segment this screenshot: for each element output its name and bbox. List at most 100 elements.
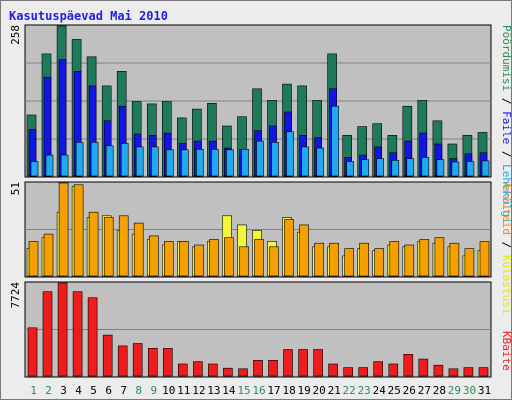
bar-lehekülgi-day-2	[45, 154, 54, 177]
bar-kbaite-day-8	[132, 343, 143, 377]
bar-arvuteid-day-1	[28, 241, 39, 277]
bar-arvuteid-day-7	[118, 215, 129, 277]
x-tick-label: 25	[388, 384, 401, 397]
bar-lehekülgi-day-19	[301, 146, 309, 177]
bar-lehekülgi-day-6	[105, 145, 114, 177]
bar-kbaite-day-4	[72, 291, 83, 377]
panel-middle-ymax-label: 51	[9, 182, 22, 195]
bar-kbaite-day-31	[478, 367, 489, 377]
x-tick-label: 6	[105, 384, 112, 397]
bar-lehekülgi-day-30	[466, 161, 475, 177]
x-tick-label: 30	[463, 384, 476, 397]
bar-lehekülgi-day-31	[481, 160, 490, 177]
bar-arvuteid-day-6	[103, 217, 114, 277]
bar-arvuteid-day-8	[133, 222, 144, 277]
bar-kbaite-day-5	[87, 297, 98, 377]
bar-kbaite-day-10	[163, 347, 173, 377]
bar-arvuteid-day-26	[404, 244, 415, 277]
bar-kbaite-day-11	[178, 363, 188, 377]
bar-arvuteid-day-20	[314, 242, 324, 277]
panel-bottom-ymax-label: 7724	[9, 282, 22, 309]
bar-kbaite-day-14	[223, 367, 233, 377]
bar-arvuteid-day-19	[299, 224, 309, 277]
chart-title: Kasutuspäevad Mai 2010	[9, 9, 168, 23]
panel-bottom: 7724	[9, 281, 492, 378]
bar-lehekülgi-day-27	[421, 157, 430, 177]
x-tick-label: 12	[192, 384, 205, 397]
bar-lehekülgi-day-7	[120, 143, 129, 177]
bar-arvuteid-day-12	[194, 244, 204, 277]
panel-top-ymax-label: 258	[9, 25, 22, 45]
bar-lehekülgi-day-8	[135, 146, 144, 177]
bar-kbaite-day-30	[463, 367, 474, 377]
bar-arvuteid-day-14	[224, 237, 234, 277]
legend-sites: Külastusi	[500, 255, 511, 315]
bar-lehekülgi-day-16	[256, 140, 264, 177]
bar-kbaite-day-20	[313, 349, 323, 377]
panel-top: 258	[9, 24, 492, 178]
bar-kbaite-day-1	[27, 327, 38, 377]
bar-kbaite-day-15	[238, 368, 248, 377]
bar-lehekülgi-day-1	[30, 161, 39, 177]
x-tick-label: 23	[358, 384, 371, 397]
bar-kbaite-day-27	[418, 358, 429, 377]
bar-kbaite-day-3	[57, 282, 68, 377]
legend-files: Faile	[500, 111, 511, 144]
x-tick-label: 4	[75, 384, 82, 397]
panel-middle: 51	[9, 181, 492, 278]
x-tick-label: 31	[478, 384, 491, 397]
x-tick-label: 10	[162, 384, 175, 397]
bar-kbaite-day-21	[328, 363, 338, 377]
bar-arvuteid-day-9	[149, 235, 159, 277]
bar-kbaite-day-2	[42, 291, 53, 377]
bar-arvuteid-day-15	[239, 246, 249, 277]
bar-arvuteid-day-24	[374, 248, 385, 277]
bar-kbaite-day-23	[358, 367, 369, 377]
bar-kbaite-day-12	[193, 361, 203, 377]
x-tick-label: 2	[45, 384, 52, 397]
bar-lehekülgi-day-17	[271, 142, 279, 177]
x-tick-label: 1	[30, 384, 37, 397]
x-tick-label: 19	[297, 384, 310, 397]
bar-lehekülgi-day-3	[60, 154, 69, 177]
panel-top-bars	[26, 25, 490, 177]
bar-kbaite-day-24	[373, 361, 384, 377]
bar-lehekülgi-day-28	[436, 159, 445, 177]
bar-lehekülgi-day-23	[361, 159, 370, 177]
bar-lehekülgi-day-20	[316, 147, 324, 177]
bar-kbaite-day-16	[253, 359, 263, 377]
x-tick-label: 15	[237, 384, 250, 397]
bar-arvuteid-day-5	[88, 211, 99, 277]
bar-arvuteid-day-27	[419, 239, 430, 277]
bar-arvuteid-day-22	[344, 248, 355, 277]
bar-kbaite-day-18	[283, 349, 293, 377]
bar-arvuteid-day-31	[479, 241, 490, 277]
legend-separator: /	[500, 235, 511, 255]
legend-top: Pöördumisi / Faile / Lehekülgi	[500, 25, 511, 224]
x-tick-label: 22	[343, 384, 356, 397]
x-tick-label: 7	[120, 384, 127, 397]
legend-visits: Arvuteid	[500, 182, 511, 235]
bar-arvuteid-day-28	[434, 237, 445, 277]
bar-lehekülgi-day-12	[196, 149, 204, 177]
bar-arvuteid-day-13	[209, 239, 219, 277]
bar-lehekülgi-day-14	[226, 149, 234, 177]
panel-bottom-bars	[27, 282, 489, 377]
bar-lehekülgi-day-29	[451, 161, 460, 177]
legend-middle: Arvuteid / Külastusi	[500, 182, 511, 314]
bar-kbaite-day-22	[343, 367, 354, 377]
x-tick-label: 9	[150, 384, 157, 397]
legend-hits: Lehekülgi	[500, 164, 511, 224]
x-tick-label: 11	[177, 384, 190, 397]
bar-lehekülgi-day-13	[211, 149, 219, 177]
x-tick-label: 24	[373, 384, 387, 397]
legend-bottom: KBaite	[500, 331, 511, 371]
x-tick-label: 17	[267, 384, 280, 397]
x-tick-label: 14	[222, 384, 236, 397]
bar-arvuteid-day-10	[164, 241, 174, 277]
bar-lehekülgi-day-9	[151, 146, 159, 177]
bar-lehekülgi-day-21	[331, 105, 339, 177]
bar-kbaite-day-13	[208, 363, 218, 377]
